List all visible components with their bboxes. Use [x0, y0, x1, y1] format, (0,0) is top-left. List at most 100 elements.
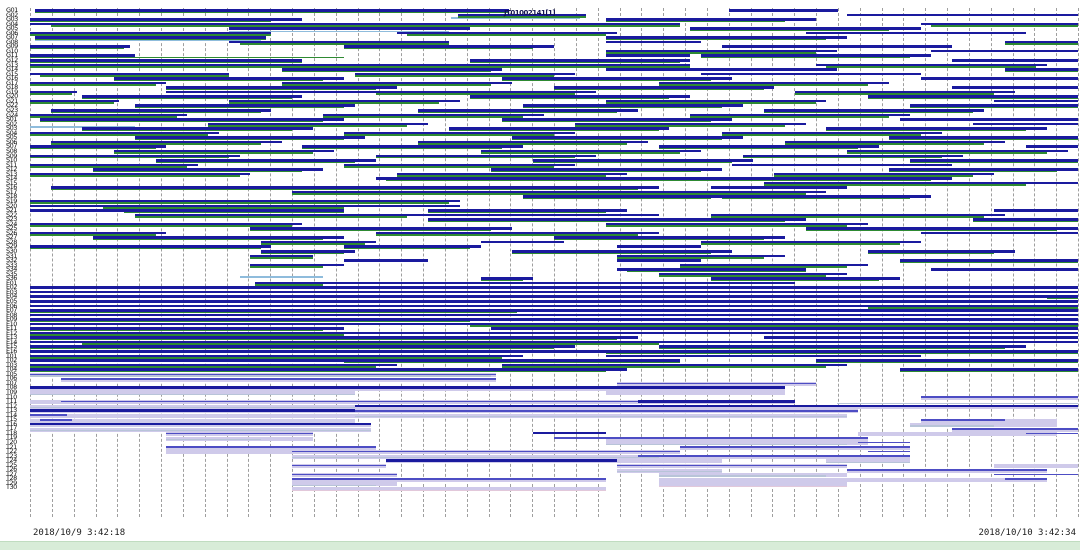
- gantt-bar[interactable]: [721, 45, 953, 48]
- gantt-bar[interactable]: [700, 243, 900, 245]
- gantt-bar[interactable]: [910, 106, 1078, 109]
- gantt-bar[interactable]: [428, 211, 607, 214]
- gantt-bar[interactable]: [344, 165, 554, 168]
- gantt-bar[interactable]: [30, 429, 371, 432]
- gantt-bar[interactable]: [606, 52, 816, 54]
- gantt-bar[interactable]: [344, 259, 429, 262]
- gantt-bar[interactable]: [30, 340, 1078, 344]
- gantt-bar[interactable]: [396, 172, 628, 176]
- gantt-bar[interactable]: [30, 393, 355, 395]
- gantt-bar[interactable]: [763, 111, 974, 114]
- gantt-bar[interactable]: [30, 47, 125, 50]
- gantt-bar[interactable]: [816, 63, 1047, 67]
- gantt-bar[interactable]: [449, 129, 659, 132]
- gantt-bar[interactable]: [292, 478, 607, 480]
- gantt-bar[interactable]: [50, 109, 272, 112]
- gantt-bar[interactable]: [920, 77, 1078, 80]
- gantt-bar[interactable]: [344, 361, 680, 364]
- gantt-bar[interactable]: [627, 270, 806, 273]
- gantt-bar[interactable]: [1004, 43, 1078, 45]
- gantt-bar[interactable]: [30, 225, 292, 227]
- gantt-bar[interactable]: [994, 99, 1078, 103]
- gantt-bar[interactable]: [82, 97, 292, 100]
- gantt-bar[interactable]: [847, 13, 1078, 17]
- gantt-bar[interactable]: [344, 163, 575, 167]
- gantt-bar[interactable]: [732, 163, 953, 167]
- gantt-bar[interactable]: [428, 209, 628, 212]
- gantt-bar[interactable]: [658, 473, 848, 478]
- gantt-bar[interactable]: [30, 81, 167, 85]
- gantt-bar[interactable]: [491, 327, 638, 330]
- gantt-bar[interactable]: [679, 446, 911, 448]
- gantt-bar[interactable]: [250, 265, 324, 268]
- gantt-bar[interactable]: [480, 152, 680, 154]
- gantt-bar[interactable]: [82, 129, 292, 132]
- gantt-bar[interactable]: [899, 118, 1078, 121]
- gantt-bar[interactable]: [281, 81, 513, 85]
- gantt-bar[interactable]: [868, 306, 1078, 309]
- gantt-bar[interactable]: [30, 156, 230, 159]
- gantt-bar[interactable]: [522, 195, 733, 198]
- gantt-bar[interactable]: [910, 161, 1078, 164]
- gantt-bar[interactable]: [606, 36, 848, 39]
- gantt-bar[interactable]: [375, 93, 575, 95]
- gantt-bar[interactable]: [30, 313, 1078, 317]
- gantt-bar[interactable]: [658, 475, 827, 477]
- gantt-bar[interactable]: [616, 245, 701, 248]
- gantt-bar[interactable]: [931, 268, 1078, 271]
- gantt-bar[interactable]: [323, 204, 460, 208]
- gantt-bar[interactable]: [30, 286, 1078, 289]
- gantt-bar[interactable]: [658, 477, 1047, 482]
- gantt-bar[interactable]: [606, 40, 701, 44]
- gantt-bar[interactable]: [292, 464, 387, 467]
- gantt-bar[interactable]: [470, 318, 1078, 321]
- gantt-bar[interactable]: [281, 68, 502, 71]
- gantt-bar[interactable]: [30, 336, 638, 339]
- gantt-bar[interactable]: [451, 17, 581, 19]
- gantt-bar[interactable]: [690, 27, 921, 30]
- gantt-bar[interactable]: [375, 154, 596, 157]
- gantt-bar[interactable]: [30, 373, 497, 376]
- gantt-bar[interactable]: [501, 118, 733, 121]
- gantt-bar[interactable]: [606, 222, 869, 226]
- gantt-bar[interactable]: [501, 363, 848, 367]
- gantt-bar[interactable]: [606, 352, 1078, 355]
- gantt-bar[interactable]: [30, 209, 345, 212]
- gantt-bar[interactable]: [30, 413, 355, 418]
- gantt-bar[interactable]: [910, 159, 1078, 162]
- gantt-bar[interactable]: [868, 252, 995, 254]
- gantt-bar[interactable]: [30, 154, 240, 157]
- gantt-bar[interactable]: [134, 215, 408, 218]
- gantt-bar[interactable]: [292, 486, 607, 491]
- gantt-bar[interactable]: [899, 259, 1078, 262]
- gantt-bar[interactable]: [302, 188, 554, 191]
- gantt-bar[interactable]: [30, 414, 67, 417]
- gantt-bar[interactable]: [920, 396, 1078, 398]
- gantt-bar[interactable]: [857, 441, 911, 444]
- gantt-bar[interactable]: [742, 156, 942, 159]
- gantt-bar[interactable]: [480, 240, 565, 244]
- gantt-bar[interactable]: [449, 127, 670, 130]
- gantt-bar[interactable]: [30, 163, 198, 167]
- gantt-bar[interactable]: [480, 149, 701, 153]
- gantt-bar[interactable]: [711, 186, 848, 189]
- gantt-bar[interactable]: [1025, 181, 1078, 185]
- gantt-bar[interactable]: [616, 268, 806, 271]
- gantt-bar[interactable]: [292, 473, 397, 476]
- gantt-bar[interactable]: [30, 418, 355, 423]
- gantt-bar[interactable]: [606, 20, 785, 23]
- gantt-bar[interactable]: [208, 122, 429, 126]
- gantt-bar[interactable]: [30, 115, 177, 118]
- gantt-bar[interactable]: [805, 227, 1078, 230]
- gantt-bar[interactable]: [260, 240, 376, 244]
- gantt-bar[interactable]: [229, 102, 439, 104]
- gantt-bar[interactable]: [889, 138, 1078, 141]
- gantt-bar[interactable]: [82, 127, 313, 130]
- gantt-bar[interactable]: [428, 218, 806, 221]
- gantt-bar[interactable]: [30, 329, 324, 332]
- gantt-bar[interactable]: [774, 174, 974, 177]
- gantt-bar[interactable]: [868, 95, 1078, 98]
- gantt-bar[interactable]: [30, 63, 691, 67]
- gantt-bar[interactable]: [292, 490, 607, 492]
- gantt-bar[interactable]: [375, 156, 575, 159]
